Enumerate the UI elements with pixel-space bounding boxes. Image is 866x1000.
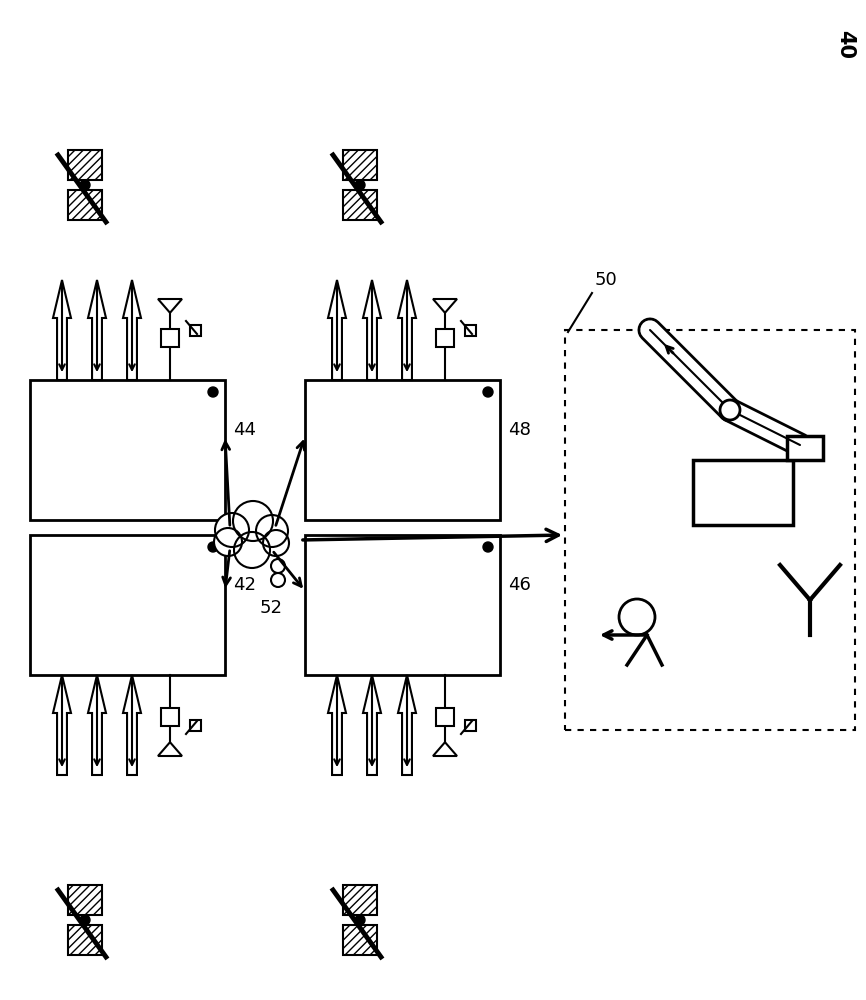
Polygon shape bbox=[363, 675, 381, 775]
Circle shape bbox=[208, 542, 218, 552]
Text: 48: 48 bbox=[508, 421, 531, 439]
Circle shape bbox=[271, 559, 285, 573]
Bar bbox=[343, 190, 377, 220]
Bar bbox=[464, 324, 475, 336]
Circle shape bbox=[271, 573, 285, 587]
Bar bbox=[343, 925, 377, 955]
Bar bbox=[68, 190, 102, 220]
Text: 40: 40 bbox=[835, 30, 855, 60]
Circle shape bbox=[215, 513, 249, 547]
Bar bbox=[464, 720, 475, 730]
Bar bbox=[305, 380, 500, 520]
Circle shape bbox=[355, 915, 365, 925]
Polygon shape bbox=[363, 280, 381, 380]
Bar bbox=[68, 885, 102, 915]
Polygon shape bbox=[53, 675, 71, 775]
Polygon shape bbox=[158, 299, 182, 313]
Circle shape bbox=[80, 180, 90, 190]
Bar bbox=[343, 885, 377, 915]
Text: 44: 44 bbox=[233, 421, 256, 439]
Circle shape bbox=[263, 530, 289, 556]
Bar bbox=[693, 460, 793, 525]
Polygon shape bbox=[158, 742, 182, 756]
Text: 52: 52 bbox=[260, 599, 283, 617]
Polygon shape bbox=[398, 280, 416, 380]
Bar bbox=[436, 708, 454, 726]
Polygon shape bbox=[53, 280, 71, 380]
Polygon shape bbox=[88, 280, 106, 380]
Bar bbox=[30, 535, 225, 675]
Bar bbox=[190, 720, 201, 730]
Bar bbox=[68, 925, 102, 955]
Polygon shape bbox=[88, 675, 106, 775]
Circle shape bbox=[208, 387, 218, 397]
Circle shape bbox=[256, 515, 288, 547]
Polygon shape bbox=[123, 675, 141, 775]
Polygon shape bbox=[328, 280, 346, 380]
Text: 46: 46 bbox=[508, 576, 531, 594]
Circle shape bbox=[355, 180, 365, 190]
Bar bbox=[343, 150, 377, 180]
Bar bbox=[190, 324, 201, 336]
Text: 42: 42 bbox=[233, 576, 256, 594]
Circle shape bbox=[483, 542, 493, 552]
Polygon shape bbox=[433, 299, 457, 313]
Polygon shape bbox=[328, 675, 346, 775]
Bar bbox=[161, 329, 179, 347]
Text: 50: 50 bbox=[595, 271, 617, 289]
Bar bbox=[565, 330, 855, 730]
Bar bbox=[787, 436, 823, 460]
Polygon shape bbox=[433, 742, 457, 756]
Circle shape bbox=[234, 532, 270, 568]
Bar bbox=[30, 380, 225, 520]
Circle shape bbox=[619, 599, 655, 635]
Bar bbox=[436, 329, 454, 347]
Bar bbox=[161, 708, 179, 726]
Circle shape bbox=[720, 400, 740, 420]
Bar bbox=[68, 150, 102, 180]
Circle shape bbox=[214, 528, 242, 556]
Polygon shape bbox=[123, 280, 141, 380]
Polygon shape bbox=[398, 675, 416, 775]
Circle shape bbox=[80, 915, 90, 925]
Circle shape bbox=[233, 501, 273, 541]
Circle shape bbox=[483, 387, 493, 397]
Bar bbox=[305, 535, 500, 675]
